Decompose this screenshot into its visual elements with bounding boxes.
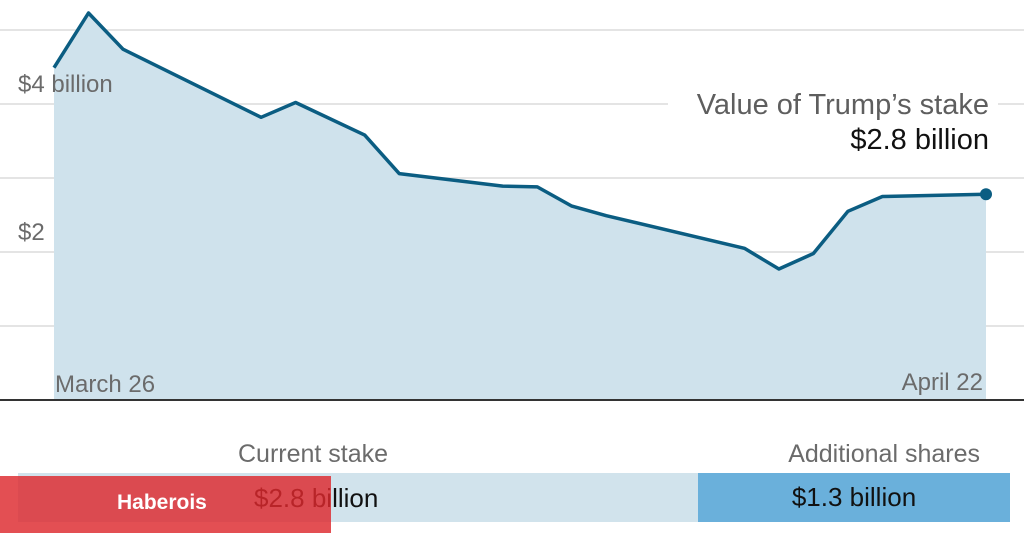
watermark-banner: Haberois <box>0 476 331 533</box>
latest-value-dot <box>980 188 992 201</box>
current-stake-label: Current stake <box>238 440 389 468</box>
current-value-label: $2.8 billion <box>850 124 989 156</box>
y-tick-label-2: $2 <box>18 219 45 246</box>
x-end-label: April 22 <box>902 369 983 396</box>
additional-shares-value: $1.3 billion <box>791 482 917 512</box>
chart-title: Value of Trump’s stake <box>697 89 989 121</box>
x-start-label: March 26 <box>55 371 155 398</box>
stake-value-line <box>52 11 987 271</box>
additional-shares-segment: $1.3 billion <box>698 473 1010 522</box>
watermark-text: Haberois <box>117 491 207 514</box>
stake-value-area <box>54 13 986 400</box>
stake-value-chart: Value of Trump’s stake $2.8 billion $4 b… <box>0 11 1024 401</box>
additional-shares-label: Additional shares <box>788 440 980 468</box>
title-backdrop <box>668 85 998 165</box>
y-tick-label-4: $4 billion <box>18 71 113 98</box>
